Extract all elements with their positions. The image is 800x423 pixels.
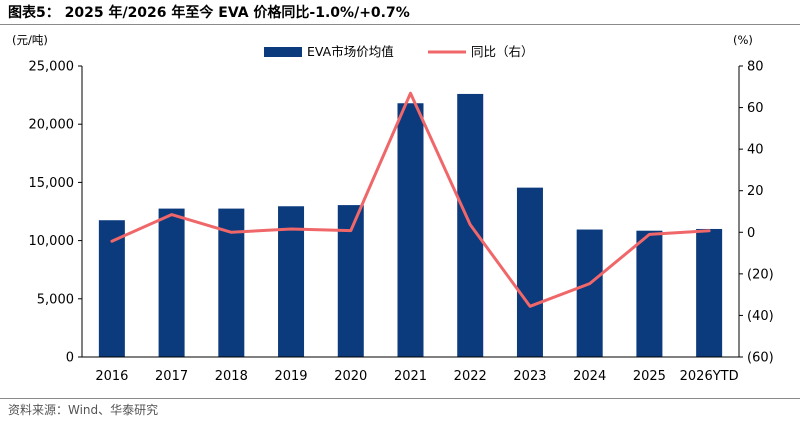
left-tick-label: 20,000 xyxy=(29,118,75,133)
bar-2021 xyxy=(397,103,424,357)
x-tick-label: 2018 xyxy=(215,369,248,384)
legend-line-label: 同比（右） xyxy=(471,44,534,59)
right-axis-unit: (%) xyxy=(733,33,753,47)
left-tick-label: 10,000 xyxy=(29,234,75,249)
left-tick-label: 5,000 xyxy=(37,292,74,307)
title-divider xyxy=(0,24,800,25)
bar-2017 xyxy=(158,208,185,357)
bar-2025 xyxy=(636,230,663,357)
right-tick-label: (20) xyxy=(747,267,774,282)
right-tick-label: (60) xyxy=(747,351,774,366)
x-tick-label: 2023 xyxy=(513,369,546,384)
x-tick-label: 2021 xyxy=(394,369,427,384)
right-tick-label: 60 xyxy=(747,101,764,116)
legend-bar-label: EVA市场价均值 xyxy=(307,44,394,59)
bars-layer xyxy=(98,93,723,357)
x-tick-label: 2017 xyxy=(155,369,188,384)
left-tick-label: 0 xyxy=(66,351,74,366)
bar-2026YTD xyxy=(696,228,723,357)
right-tick-label: 20 xyxy=(747,184,764,199)
x-tick-label: 2016 xyxy=(95,369,128,384)
x-tick-label: 2019 xyxy=(274,369,307,384)
chart-title: 图表5： 2025 年/2026 年至今 EVA 价格同比-1.0%/+0.7% xyxy=(8,5,410,21)
bar-2023 xyxy=(516,187,543,357)
right-tick-label: 40 xyxy=(747,143,764,158)
line-layer xyxy=(110,91,711,308)
axes-layer: 0 5,000 10,000 15,000 20,000 25,000 (60) (40) (2… xyxy=(12,33,774,384)
left-axis-unit: (元/吨) xyxy=(12,33,48,47)
x-tick-label: 2026YTD xyxy=(680,369,739,384)
left-tick-label: 15,000 xyxy=(29,176,75,191)
legend-bar-swatch xyxy=(264,47,302,57)
legend: EVA市场价均值 同比（右） xyxy=(264,44,534,59)
right-tick-label: (40) xyxy=(747,309,774,324)
left-tick-label: 25,000 xyxy=(29,60,75,75)
x-tick-label: 2020 xyxy=(334,369,367,384)
source-note: 资料来源：Wind、华泰研究 xyxy=(8,403,159,417)
bar-2024 xyxy=(576,229,603,357)
x-tick-label: 2022 xyxy=(454,369,487,384)
right-tick-label: 80 xyxy=(747,60,764,75)
x-tick-label: 2024 xyxy=(573,369,606,384)
bar-2019 xyxy=(278,206,305,357)
source-divider xyxy=(0,398,800,399)
right-tick-label: 0 xyxy=(747,226,755,241)
x-tick-label: 2025 xyxy=(633,369,666,384)
bar-2016 xyxy=(98,220,125,357)
